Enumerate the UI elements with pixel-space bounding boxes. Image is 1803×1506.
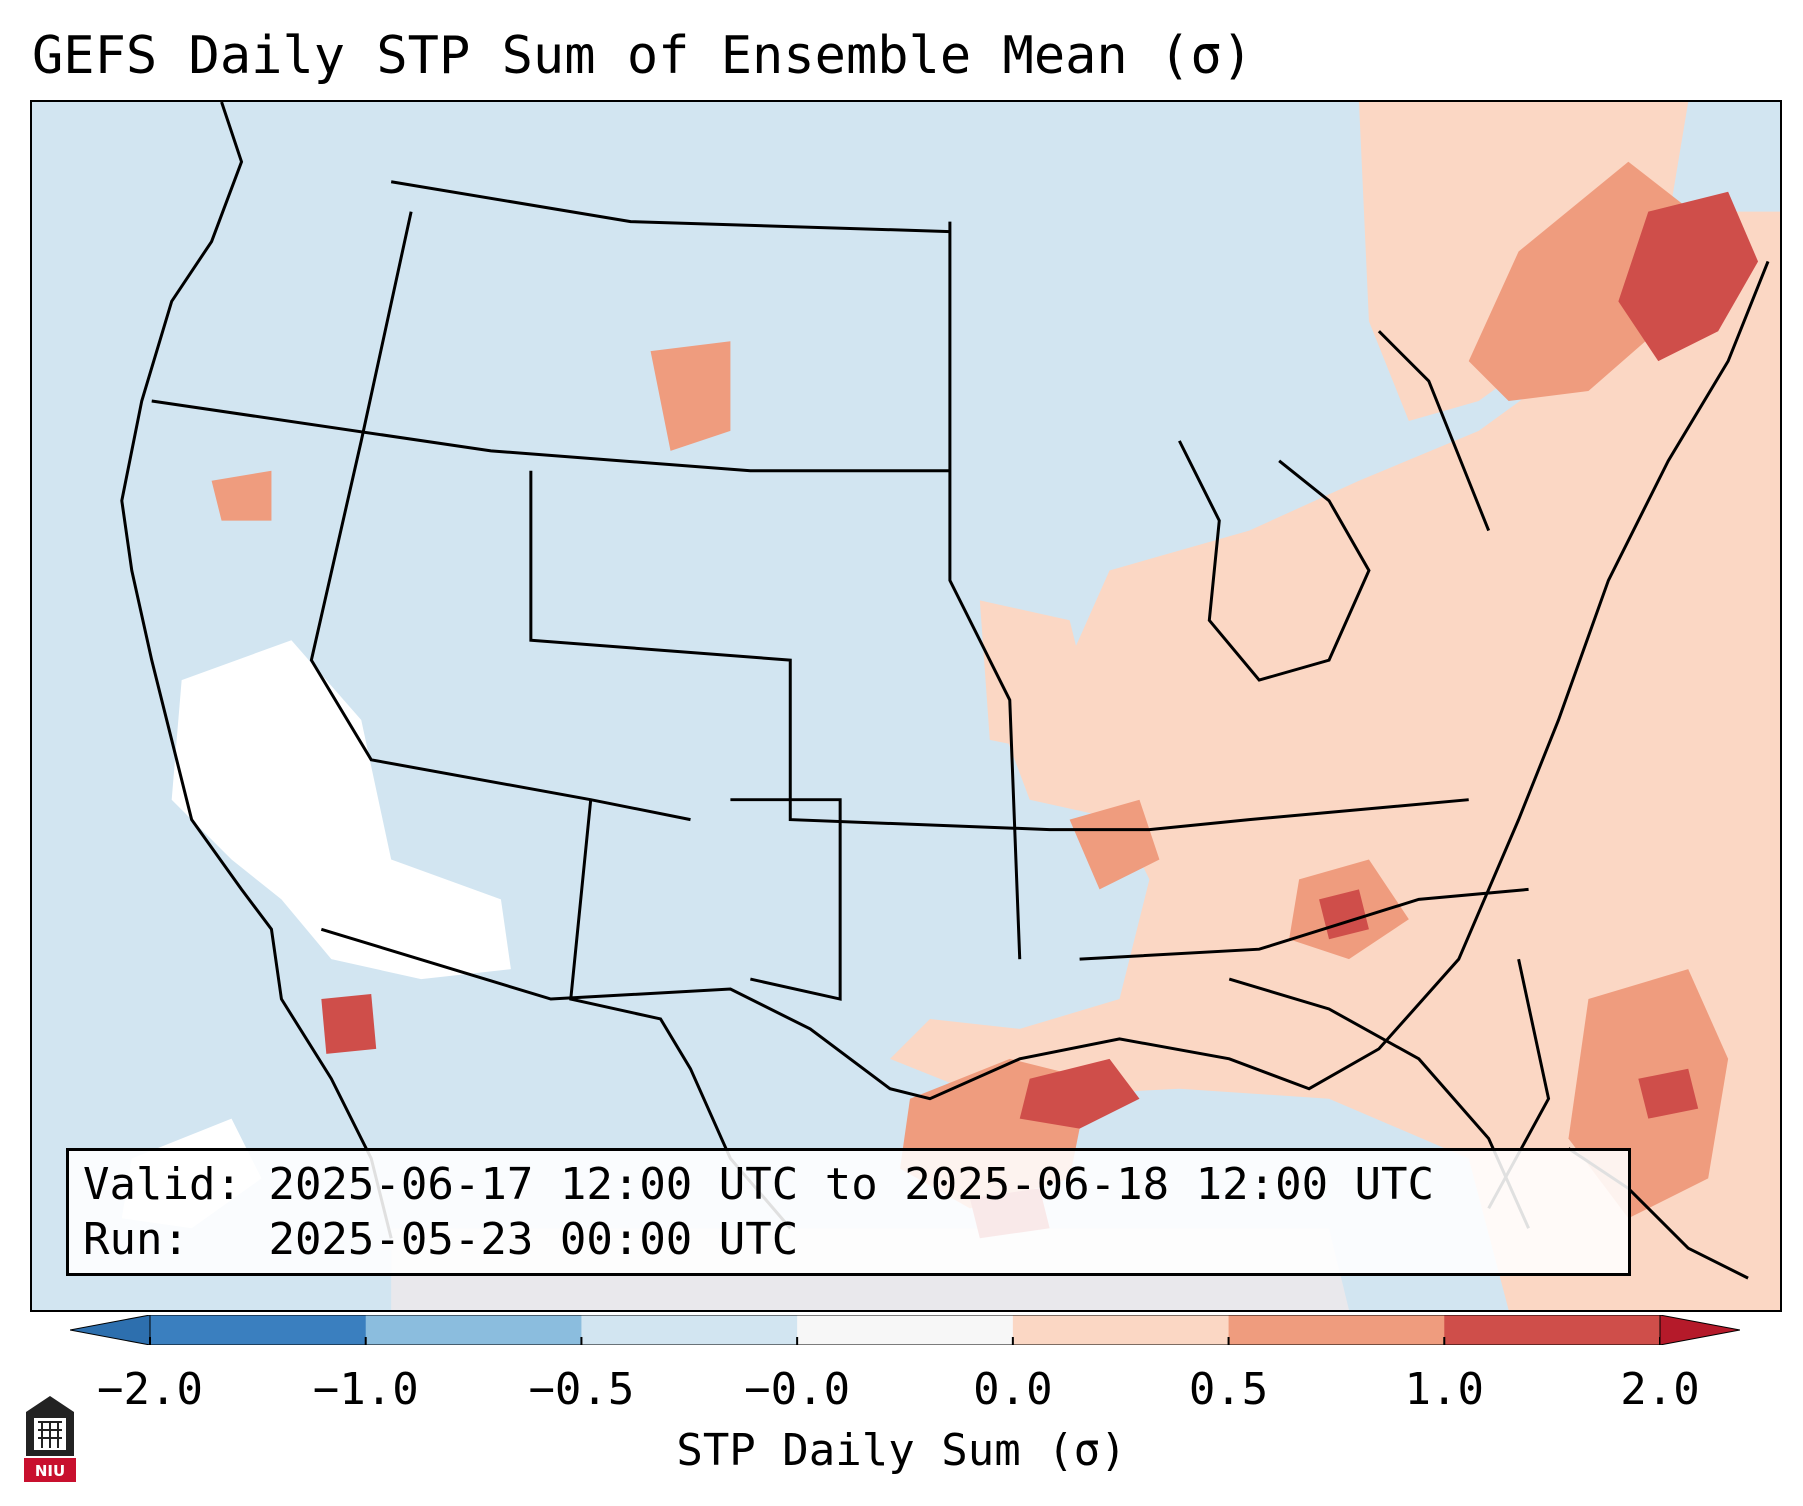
valid-value: 2025-06-17 12:00 UTC to 2025-06-18 12:00… — [268, 1159, 1435, 1210]
niu-logo-text: NIU — [35, 1462, 65, 1480]
map-canvas — [120, 102, 1780, 1310]
colorbar-tick-label: −0.5 — [528, 1364, 635, 1415]
colorbar-bin-4 — [1012, 1315, 1230, 1345]
map-title: GEFS Daily STP Sum of Ensemble Mean (σ) — [32, 26, 1253, 86]
run-label: Run: — [83, 1214, 189, 1265]
valid-label: Valid: — [83, 1159, 242, 1210]
run-value: 2025-05-23 00:00 UTC — [268, 1214, 799, 1265]
colorbar-label: STP Daily Sum (σ) — [676, 1425, 1127, 1476]
colorbar-bin-5 — [1228, 1315, 1445, 1345]
colorbar-bin-6 — [1444, 1315, 1661, 1345]
colorbar-tick-label: −1.0 — [312, 1364, 419, 1415]
colorbar — [70, 1315, 1740, 1345]
map-panel[interactable] — [30, 100, 1782, 1312]
colorbar-tick-label: −0.0 — [744, 1364, 851, 1415]
colorbar-tick-label: 0.0 — [973, 1364, 1053, 1415]
colorbar-bin-2 — [581, 1315, 798, 1345]
colorbar-bin-0 — [150, 1315, 367, 1345]
colorbar-tick-label: −2.0 — [97, 1364, 203, 1415]
colorbar-tick-label: 1.0 — [1404, 1364, 1485, 1415]
colorbar-bin-3 — [797, 1315, 1014, 1345]
colorbar-tick-label: 2.0 — [1620, 1364, 1700, 1415]
validity-info-box: Valid: 2025-06-17 12:00 UTC to 2025-06-1… — [66, 1148, 1631, 1276]
colorbar-over-arrow — [1659, 1315, 1740, 1345]
colorbar-tick-label: 0.5 — [1188, 1364, 1269, 1415]
niu-logo: NIU — [20, 1392, 80, 1484]
colorbar-under-arrow — [70, 1315, 151, 1345]
colorbar-bin-1 — [365, 1315, 582, 1345]
